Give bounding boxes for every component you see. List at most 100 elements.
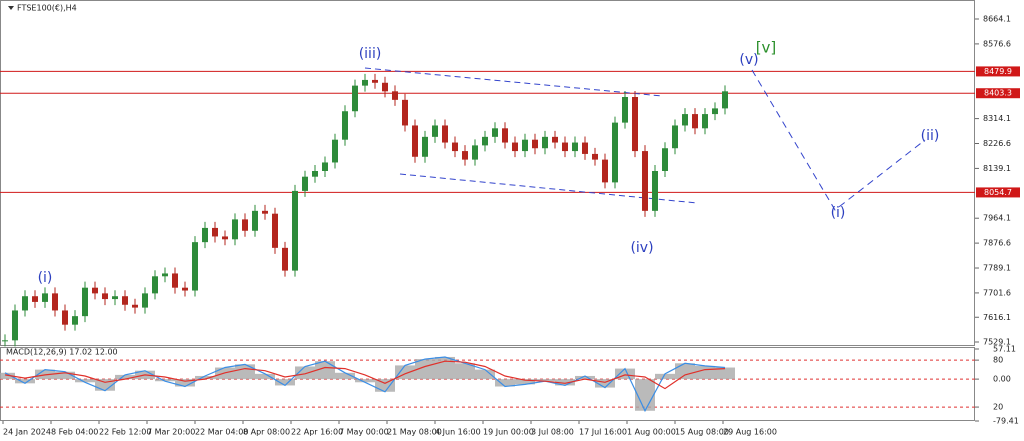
histogram-bar [375,379,395,392]
candle [32,296,38,302]
histogram-bar [595,379,615,388]
indicator-line [4,356,726,413]
histogram-bar [475,369,495,380]
candle [432,125,438,137]
candle [512,142,518,152]
candle [12,310,18,341]
candle [202,227,208,243]
candle [242,219,248,231]
y-tick-label: 7616.1 [983,313,1011,322]
candle [232,219,238,240]
candle [92,287,98,294]
candle [672,125,678,149]
candle [302,176,308,191]
main-panel [0,0,975,346]
histogram-bar [15,379,35,384]
histogram-bar [535,379,555,382]
wave-label: (iii) [359,46,382,62]
candle [372,79,378,83]
candle [222,236,228,240]
candle [162,273,168,277]
x-tick-label: 19 Jun 00:00 [483,428,534,437]
histogram-bar [575,375,595,380]
candle [642,151,648,211]
indicator-tick-label: 20 [993,403,1003,412]
wave-label: (i) [831,205,846,221]
histogram-bar [615,368,635,380]
indicator-tick-label: 57.11 [993,345,1016,354]
candle [492,128,498,137]
candle [442,125,448,143]
histogram-bar [195,375,215,380]
histogram-bar [155,379,175,382]
candle [52,293,58,311]
candle [112,296,118,300]
level-label: 8479.9 [984,67,1012,76]
candle [472,145,478,160]
histogram-bar [335,372,355,380]
histogram-bar [715,367,735,380]
candle [132,304,138,308]
candle [542,136,548,149]
candle [412,125,418,157]
x-tick-label: 3 Jul 08:00 [531,428,574,437]
candle [692,114,698,129]
title-arrow [8,6,14,10]
level-box [976,66,1020,77]
y-tick-label: 8576.6 [983,39,1011,48]
histogram-bar [115,374,135,380]
projection-line [751,69,926,211]
level-box [976,187,1020,198]
wave-label: (v) [739,52,758,68]
x-tick-label: 8 Feb 04:00 [51,428,98,437]
channel-line [364,67,663,97]
x-tick-label: 8 Apr 08:00 [243,428,290,437]
x-tick-label: 7 May 00:00 [339,428,389,437]
histogram-bar [435,356,455,380]
candle [192,242,198,291]
histogram-bar [495,379,515,387]
chart-title: FTSE100(€),H4 [17,4,77,13]
histogram-bar [275,379,295,386]
candle [382,82,388,92]
indicator-tick-label: 80 [993,356,1003,365]
wave-label: (ii) [921,128,940,144]
level-label: 8054.7 [984,188,1012,197]
histogram-bar [695,365,715,380]
candle [332,139,338,163]
histogram-bar [455,363,475,380]
indicator-title: MACD(12,26,9) 17.02 12.00 [6,348,118,357]
histogram-bar [95,379,115,391]
x-tick-label: 22 Feb 12:00 [99,428,151,437]
candle [572,142,578,152]
x-tick-label: 29 Aug 16:00 [723,428,777,437]
candle [632,97,638,152]
candle [342,111,348,140]
candle [452,142,458,152]
x-tick-label: 15 Aug 08:00 [675,428,729,437]
x-tick-label: 21 May 08:00 [387,428,442,437]
wave-label: (iv) [630,240,653,256]
candle [122,296,128,305]
candle [212,227,218,237]
candle [652,170,658,211]
x-tick-label: 4 Jun 16:00 [435,428,481,437]
candle [722,91,728,109]
candle [362,79,368,86]
histogram-bar [675,363,695,380]
candle [682,114,688,126]
candle [62,310,68,325]
histogram-bar [635,379,655,411]
histogram-bar [0,372,15,380]
candle [462,151,468,160]
histogram-bar [55,371,75,380]
wave-label: [v] [756,39,777,57]
histogram-bar [655,373,675,380]
x-tick-label: 22 Apr 16:00 [291,428,343,437]
x-tick-label: 17 Jul 16:00 [579,428,627,437]
candle [482,136,488,146]
candle [502,128,508,143]
histogram-bar [295,366,315,380]
y-tick-label: 7529.1 [983,338,1011,347]
candle [602,159,608,183]
